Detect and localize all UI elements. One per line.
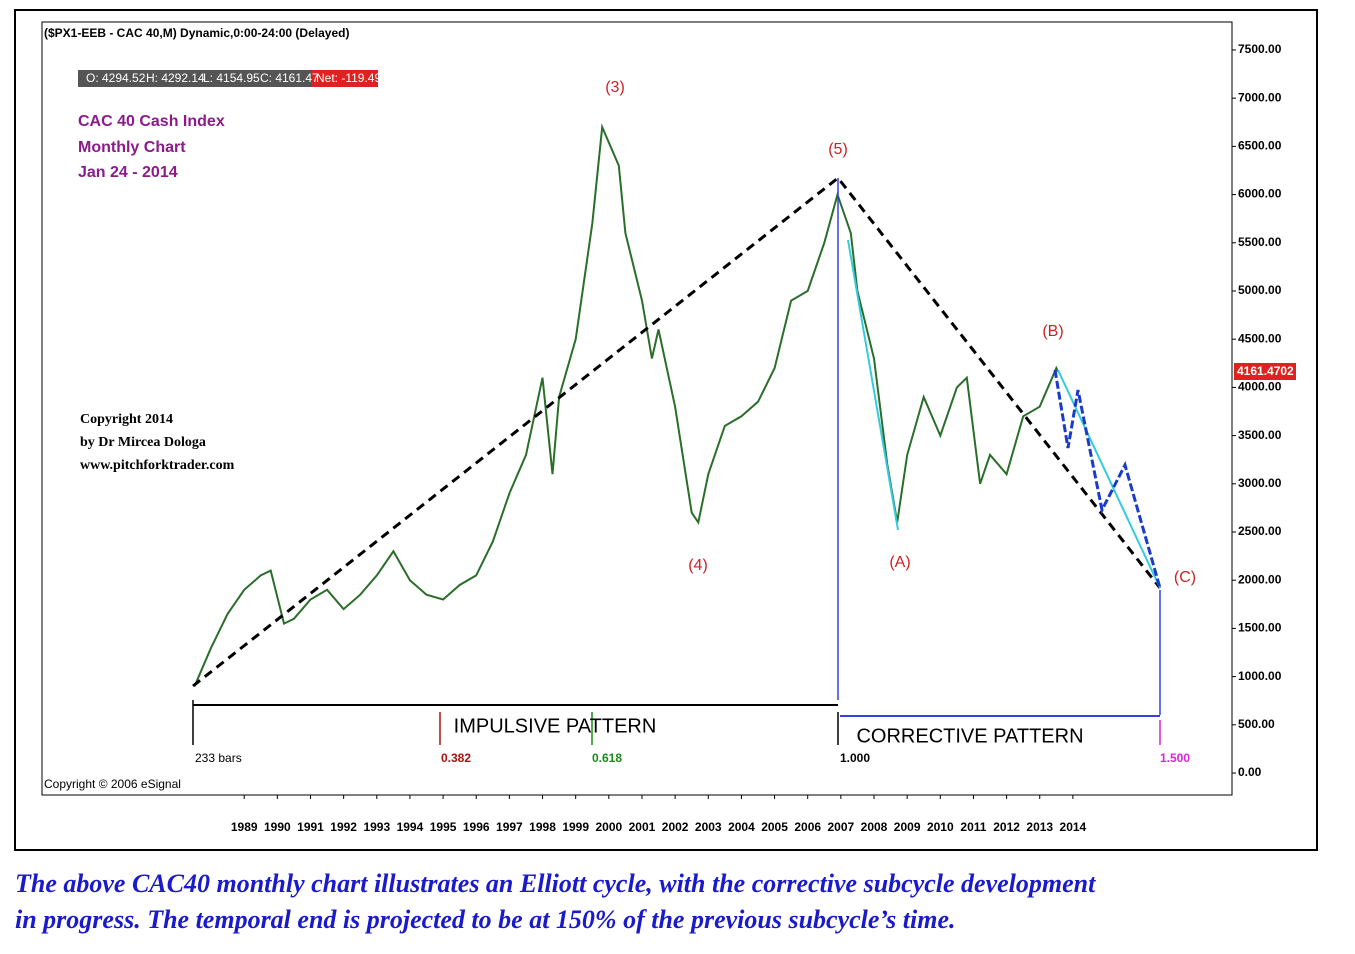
caption: in progress. The temporal end is project… [15, 905, 955, 934]
trend-line [192, 175, 1162, 688]
x-tick-label: 1989 [231, 820, 258, 834]
x-tick-label: 2011 [960, 820, 986, 834]
fib-label: 0.382 [441, 751, 471, 765]
copyright: www.pitchforktrader.com [80, 458, 235, 473]
projection [1053, 369, 1162, 589]
wave-label: (A) [889, 554, 910, 571]
ohlc: Net: -119.49 [316, 71, 381, 85]
chart-title: ($PX1-EEB - CAC 40,M) Dynamic,0:00-24:00… [44, 26, 349, 40]
y-tick-label: 6500.00 [1238, 139, 1282, 153]
pattern-label: IMPULSIVE PATTERN [454, 715, 657, 737]
info: CAC 40 Cash Index [78, 113, 225, 130]
y-tick-label: 5500.00 [1238, 235, 1282, 249]
price-box [1234, 363, 1296, 380]
ohlc: H: 4292.14 [146, 71, 205, 85]
y-tick-label: 2500.00 [1238, 524, 1282, 538]
ohlc-box [78, 70, 378, 87]
y-tick-label: 6000.00 [1238, 187, 1282, 201]
x-tick-label: 1998 [529, 820, 556, 834]
fib-label: 1.500 [1160, 751, 1190, 765]
x-tick-label: 2008 [861, 820, 888, 834]
last-price: 4161.4702 [1237, 364, 1294, 378]
x-tick-label: 1997 [496, 820, 523, 834]
y-tick-label: 4500.00 [1238, 331, 1282, 345]
caption: The above CAC40 monthly chart illustrate… [15, 869, 1096, 898]
y-tick-label: 0.00 [1238, 765, 1262, 779]
ohlc: O: 4294.52 [86, 71, 146, 85]
wave-label: (3) [605, 79, 625, 96]
y-tick-label: 4000.00 [1238, 380, 1282, 394]
x-tick-label: 2000 [595, 820, 622, 834]
fib-label: 233 bars [195, 751, 242, 765]
x-tick-label: 2003 [695, 820, 722, 834]
x-tick-label: 1995 [430, 820, 457, 834]
x-tick-label: 2010 [927, 820, 954, 834]
x-tick-label: 1994 [397, 820, 424, 834]
copyright: by Dr Mircea Dologa [80, 435, 206, 450]
y-tick-label: 7000.00 [1238, 90, 1282, 104]
wave-label: (5) [828, 141, 848, 158]
net-box [312, 70, 378, 87]
x-tick-label: 2002 [662, 820, 689, 834]
x-tick-label: 2005 [761, 820, 788, 834]
y-tick-label: 3000.00 [1238, 476, 1282, 490]
wave-label: (C) [1174, 569, 1196, 586]
fib-label: 1.000 [840, 751, 870, 765]
x-tick-label: 1993 [363, 820, 390, 834]
x-tick-label: 1991 [297, 820, 324, 834]
ohlc: L: 4154.95 [203, 71, 260, 85]
x-tick-label: 2007 [828, 820, 855, 834]
x-tick-label: 2014 [1060, 820, 1087, 834]
cyan-line [847, 239, 899, 531]
x-tick-label: 2013 [1026, 820, 1053, 834]
x-tick-label: 2004 [728, 820, 755, 834]
x-tick-label: 1990 [264, 820, 291, 834]
x-tick-label: 2009 [894, 820, 921, 834]
y-tick-label: 500.00 [1238, 717, 1275, 731]
x-tick-label: 2012 [993, 820, 1020, 834]
x-tick-label: 1992 [330, 820, 357, 834]
plot-area [41, 21, 1233, 796]
copyright: Copyright 2014 [80, 412, 173, 427]
y-tick-label: 7500.00 [1238, 42, 1282, 56]
x-tick-label: 1999 [562, 820, 589, 834]
vendor: Copyright © 2006 eSignal [44, 777, 181, 791]
x-tick-label: 1996 [463, 820, 490, 834]
y-tick-label: 1000.00 [1238, 669, 1282, 683]
info: Monthly Chart [78, 139, 186, 156]
fib-label: 0.618 [592, 751, 622, 765]
elliott-lines [192, 175, 1162, 745]
pattern-label: CORRECTIVE PATTERN [856, 725, 1083, 747]
info: Jan 24 - 2014 [78, 164, 178, 181]
x-tick-label: 2006 [794, 820, 821, 834]
x-tick-label: 2001 [629, 820, 656, 834]
wave-label: (4) [688, 557, 708, 574]
y-tick-label: 3500.00 [1238, 428, 1282, 442]
y-tick-label: 2000.00 [1238, 572, 1282, 586]
y-tick-label: 5000.00 [1238, 283, 1282, 297]
ohlc: C: 4161.47 [260, 71, 319, 85]
wave-label: (B) [1042, 323, 1063, 340]
y-tick-label: 1500.00 [1238, 621, 1282, 635]
